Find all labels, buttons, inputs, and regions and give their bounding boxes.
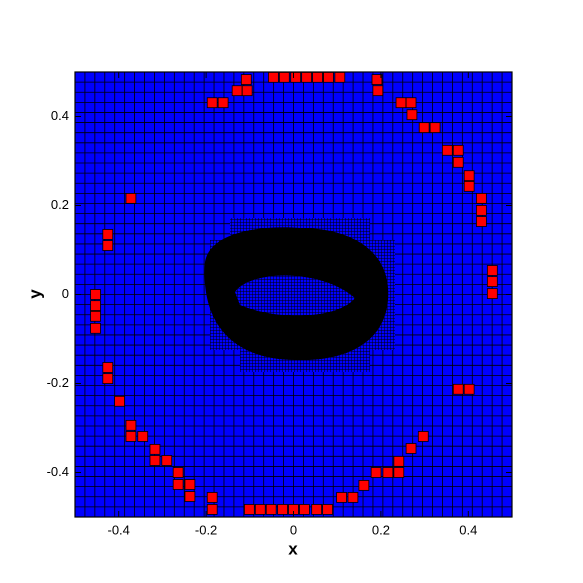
cell-point	[240, 74, 252, 85]
cell-point	[406, 109, 418, 121]
x-tick-label: -0.4	[107, 522, 129, 537]
cell-point	[161, 455, 173, 466]
y-tick-label: 0	[62, 286, 69, 301]
cell-point	[254, 504, 266, 515]
cell-point	[463, 180, 475, 192]
cell-point	[429, 122, 441, 133]
x-tick-label: 0.4	[459, 522, 477, 537]
cell-point	[372, 85, 384, 97]
cell-point	[452, 156, 464, 168]
cell-point	[102, 229, 114, 240]
cell-point	[323, 71, 334, 83]
cell-point	[90, 300, 101, 311]
cell-point	[418, 122, 430, 133]
cell-point	[217, 97, 229, 109]
cell-point	[486, 288, 498, 299]
cell-point	[311, 504, 323, 515]
cell-point	[114, 395, 125, 407]
cell-point	[172, 479, 184, 490]
cell-point	[405, 97, 417, 109]
cell-point	[90, 322, 101, 334]
cell-point	[149, 443, 161, 455]
cell-point	[277, 504, 288, 515]
cell-point	[278, 71, 290, 83]
cell-point	[137, 431, 149, 442]
cell-point	[231, 85, 243, 97]
cell-point	[463, 170, 475, 182]
y-tick-label: 0.2	[51, 197, 69, 212]
cell-point	[312, 71, 323, 83]
cell-point	[172, 467, 184, 478]
cell-point	[102, 240, 114, 251]
cell-point	[125, 193, 137, 204]
cell-point	[102, 362, 114, 373]
mesh	[75, 72, 512, 517]
cell-point	[382, 467, 394, 478]
cell-point	[125, 419, 137, 431]
cell-point	[417, 431, 429, 442]
y-tick-label: -0.2	[47, 375, 69, 390]
cell-point	[476, 216, 487, 227]
cell-point	[268, 71, 279, 83]
cell-point	[347, 492, 359, 503]
cell-point	[90, 310, 101, 322]
cell-point	[441, 144, 453, 156]
cell-point	[486, 276, 498, 287]
cell-point	[393, 456, 405, 467]
cell-point	[301, 71, 312, 83]
cell-point	[322, 504, 333, 515]
cell-point	[336, 492, 347, 503]
cell-point	[206, 504, 218, 515]
y-axis-label: y	[25, 289, 44, 299]
cell-point	[370, 467, 382, 478]
x-tick-label: 0.2	[372, 522, 390, 537]
cell-point	[265, 504, 277, 515]
cell-point	[395, 97, 407, 109]
cell-point	[206, 492, 218, 503]
y-tick-label: 0.4	[51, 108, 69, 123]
x-tick-label: 0	[290, 522, 297, 537]
cell-point	[125, 431, 137, 442]
x-axis-label: x	[288, 539, 298, 558]
cell-point	[184, 479, 196, 490]
cell-point	[184, 491, 196, 502]
cell-point	[102, 373, 114, 384]
cell-point	[371, 74, 383, 85]
cell-point	[452, 144, 464, 156]
cell-point	[206, 97, 218, 109]
cell-point	[299, 504, 310, 515]
cell-point	[149, 455, 161, 466]
cell-point	[405, 443, 417, 454]
cell-point	[486, 265, 498, 276]
cell-point	[393, 467, 405, 478]
cell-point	[243, 504, 255, 515]
points	[90, 71, 498, 515]
refined-region	[204, 218, 395, 372]
cell-point	[476, 205, 487, 216]
cell-point	[334, 71, 346, 83]
cell-point	[476, 193, 487, 204]
y-tick-label: -0.4	[47, 464, 69, 479]
cell-point	[452, 383, 464, 395]
cell-point	[290, 71, 302, 83]
cell-point	[358, 480, 370, 491]
cell-point	[90, 289, 101, 300]
cell-point	[463, 383, 475, 395]
cell-point	[241, 85, 253, 97]
x-tick-label: -0.2	[195, 522, 217, 537]
